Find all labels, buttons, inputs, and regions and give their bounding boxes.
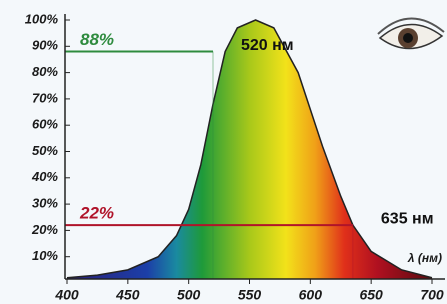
- y-tick-label: 30%: [32, 196, 58, 211]
- x-tick-label: 550: [238, 287, 262, 303]
- reference-x-label: 635 нм: [381, 210, 434, 227]
- x-tick-label: 600: [299, 287, 323, 303]
- y-tick-label: 100%: [25, 11, 59, 26]
- y-tick-label: 50%: [32, 143, 58, 158]
- chart: 88% 520 нм 22% 635 нм 10% 20% 30% 40% 50% 60% 70% 8…: [0, 0, 447, 304]
- y-tick-label: 10%: [32, 248, 58, 263]
- y-tick-label: 20%: [31, 222, 58, 237]
- y-tick-label: 80%: [32, 64, 58, 79]
- spectrum-area: [67, 20, 432, 279]
- x-tick-label: 700: [420, 287, 444, 303]
- reference-x-label: 520 нм: [241, 37, 294, 54]
- x-tick-label: 400: [54, 287, 79, 303]
- reference-label: 88%: [80, 30, 114, 49]
- y-tick-label: 40%: [31, 169, 58, 184]
- reference-label: 22%: [79, 204, 114, 223]
- y-tick-label: 70%: [32, 90, 58, 105]
- x-tick-label: 450: [115, 287, 140, 303]
- x-tick-label: 500: [177, 287, 201, 303]
- y-tick-label: 60%: [32, 117, 58, 132]
- eye-icon: [378, 18, 444, 48]
- y-tick-label: 90%: [32, 38, 58, 53]
- x-axis-label: λ (нм): [407, 251, 442, 265]
- x-tick-label: 650: [359, 287, 383, 303]
